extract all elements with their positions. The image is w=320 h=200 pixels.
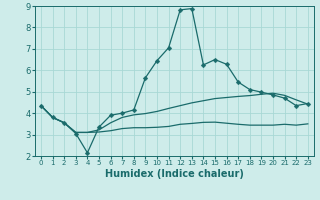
X-axis label: Humidex (Indice chaleur): Humidex (Indice chaleur) <box>105 169 244 179</box>
